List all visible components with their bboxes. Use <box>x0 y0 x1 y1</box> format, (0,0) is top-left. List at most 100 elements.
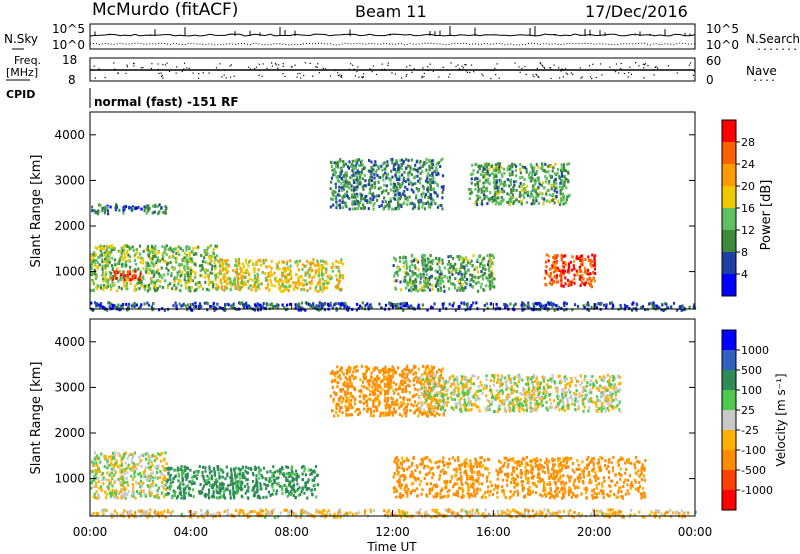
velocity-cells-cell <box>106 485 109 489</box>
velocity-cells-cell <box>113 473 116 477</box>
power-cells-cell <box>259 259 262 263</box>
velocity-cells-cell <box>170 484 173 488</box>
power-cells-cell <box>94 273 97 277</box>
power-cells-cell <box>463 302 466 306</box>
velocity-cells-cell <box>149 455 152 459</box>
power-cells-cell <box>306 271 309 275</box>
power-cells-cell <box>185 253 188 257</box>
power-cells-cell <box>350 175 353 179</box>
nave-dot <box>94 77 96 79</box>
power-cells-cell <box>552 166 555 170</box>
power-cells-cell <box>555 186 558 190</box>
power-cells-cell <box>124 205 128 209</box>
power-cells-cell <box>422 268 425 271</box>
velocity-cells-cell <box>172 477 175 480</box>
power-cells-cell <box>647 302 651 306</box>
velocity-cells-cell <box>251 488 254 492</box>
power-cells-cell <box>154 253 157 257</box>
power-cells-cell <box>189 289 192 293</box>
velocity-cells-cell <box>360 364 363 368</box>
velocity-cells-cell <box>91 470 94 474</box>
power-cells-cell <box>552 256 555 259</box>
power-cells-cell <box>344 203 347 207</box>
power-cells-cell <box>475 200 478 204</box>
power-cells-cell <box>425 273 428 277</box>
power-cells-cell <box>168 248 171 252</box>
velocity-cells-cell <box>138 455 141 459</box>
power-cells-cell <box>287 278 291 282</box>
power-cells-cell <box>338 189 341 193</box>
power-cells-cell <box>206 252 209 256</box>
velocity-cells-cell <box>289 481 292 485</box>
power-cells-cell <box>211 272 214 275</box>
power-cells-cell <box>452 282 455 286</box>
power-cells-cell <box>573 281 576 285</box>
power-cells-cell <box>343 303 346 307</box>
velocity-cells-cell <box>387 387 390 390</box>
power-cells-cell <box>216 302 219 306</box>
velocity-cells-cell <box>135 467 138 471</box>
velocity-cells-cell <box>236 484 239 488</box>
velocity-cells-cell <box>197 469 200 473</box>
power-cells-cell <box>470 173 473 176</box>
nave-dot <box>325 68 327 70</box>
power-cells-cell <box>515 174 518 178</box>
nave-dot <box>550 69 552 71</box>
nave-dot <box>93 65 95 67</box>
power-cells-cell <box>511 170 514 174</box>
power-cells-cell <box>393 185 396 189</box>
power-cells-cell <box>487 263 490 267</box>
power-cells-cell <box>181 257 184 261</box>
nave-dot <box>627 76 629 78</box>
nave-dot <box>304 62 306 64</box>
power-cells-cell <box>478 164 481 168</box>
power-cells-cell <box>441 174 445 178</box>
velocity-cells-cell <box>289 493 293 497</box>
power-cells-cell <box>447 260 451 264</box>
velocity-cells-cell <box>208 467 211 471</box>
power-cells-cell <box>146 245 150 249</box>
power-cells-cell <box>392 167 395 171</box>
power-cells-cell <box>154 263 157 267</box>
power-cells-cell <box>420 193 423 197</box>
power-cells-cell <box>469 261 472 265</box>
power-cells-cell <box>185 245 188 249</box>
power-cells-cell <box>400 184 403 188</box>
velocity-cells-cell <box>110 455 113 459</box>
velocity-cells-cell <box>336 365 339 369</box>
power-cells-cell <box>227 303 230 307</box>
velocity-cells-cell <box>115 462 118 466</box>
velocity-cells-cell <box>228 489 232 493</box>
velocity-cells-cell <box>311 493 314 497</box>
velocity-cells-cell <box>146 484 149 488</box>
power-cells-cell <box>342 179 345 183</box>
velocity-cells-cell <box>114 471 117 475</box>
velocity-cells-cell <box>413 400 416 404</box>
nave-dot <box>406 66 408 68</box>
power-cells-cell <box>558 203 562 206</box>
power-cells-cell <box>393 207 396 211</box>
velocity-cells-cell <box>154 495 158 499</box>
power-cells-cell <box>353 167 356 171</box>
velocity-cells-cell <box>184 475 187 479</box>
velocity-cells-cell <box>178 491 181 495</box>
power-cells-cell <box>253 266 256 270</box>
power-cells-cell <box>402 160 406 164</box>
power-cells-cell <box>317 289 320 293</box>
velocity-cells-cell <box>113 463 116 467</box>
velocity-cells-cell <box>221 487 224 490</box>
power-cells-cell <box>547 301 550 305</box>
power-cells-cell <box>454 277 457 281</box>
power-cells-cell <box>353 193 356 196</box>
velocity-cells-cell <box>102 476 105 480</box>
power-cells-cell <box>207 288 211 292</box>
velocity-cells-cell <box>256 486 259 489</box>
power-cells-cell <box>152 254 156 258</box>
nave-dot <box>278 64 280 66</box>
velocity-cells-cell <box>222 470 225 474</box>
power-cells-cell <box>275 267 278 270</box>
velocity-cells-cell <box>115 459 118 463</box>
power-cells-cell <box>353 200 356 204</box>
power-cells-cell <box>563 180 566 184</box>
